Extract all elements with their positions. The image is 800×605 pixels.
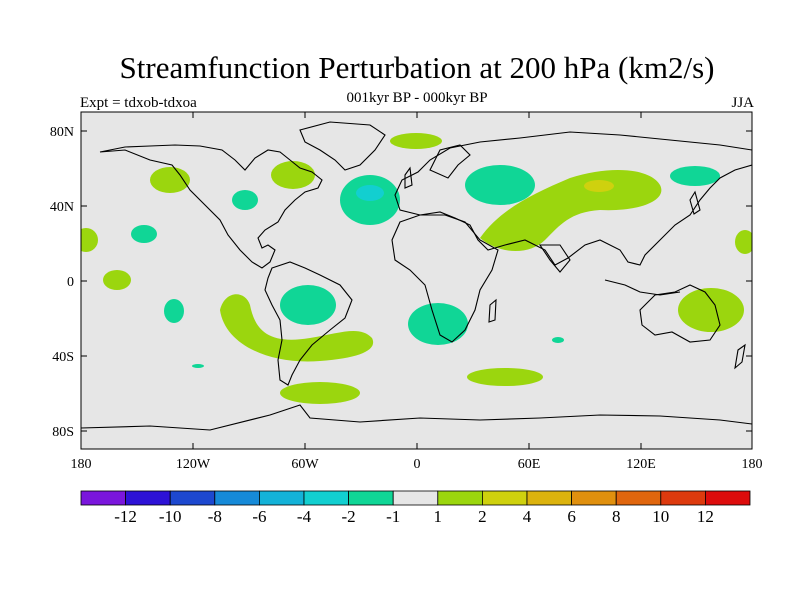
coastline-britain [404, 166, 413, 189]
anomaly-region [192, 364, 204, 368]
anomaly-region [735, 230, 752, 254]
colorbar: -12 -10 -8 -6 -4 -2 -1 1 2 4 6 8 10 12 [80, 490, 751, 526]
anomaly-region [164, 299, 184, 323]
colorbar-label: -8 [208, 507, 222, 526]
map-background [81, 112, 752, 449]
lon-label: 120W [176, 457, 211, 472]
anomaly-region [465, 165, 535, 205]
lat-label: 0 [67, 275, 74, 290]
colorbar-label: -1 [386, 507, 400, 526]
colorbar-swatch [348, 490, 394, 506]
colorbar-swatch [481, 490, 528, 506]
anomaly-region [220, 294, 374, 362]
coastline-north-america [99, 144, 323, 269]
chart-title: Streamfunction Perturbation at 200 hPa (… [119, 50, 715, 85]
lat-label: 40S [52, 350, 74, 365]
colorbar-label: -10 [159, 507, 182, 526]
colorbar-swatch [258, 490, 305, 506]
coastlines [81, 121, 752, 431]
colorbar-swatch [526, 490, 572, 506]
contour-fill-layer [81, 133, 752, 404]
anomaly-region [280, 382, 360, 404]
anomaly-region [467, 368, 543, 386]
colorbar-swatch [214, 490, 260, 506]
anomaly-region [408, 303, 468, 345]
season-label: JJA [731, 95, 754, 111]
coastline-australia [639, 284, 721, 343]
lon-label: 0 [414, 457, 421, 472]
experiment-label: Expt = tdxob-tdxoa [80, 95, 197, 111]
lon-label: 180 [71, 457, 92, 472]
colorbar-swatch [125, 490, 171, 506]
anomaly-region [584, 180, 614, 192]
coastline-greenland [299, 121, 386, 171]
colorbar-swatch [705, 490, 751, 506]
colorbar-label: 4 [523, 507, 532, 526]
colorbar-label: 2 [478, 507, 487, 526]
anomaly-region [131, 225, 157, 243]
anomaly-region [81, 228, 98, 252]
colorbar-label: -4 [297, 507, 312, 526]
coastline-south-america [264, 261, 353, 386]
coastline-indonesia [604, 279, 681, 296]
anomaly-region [390, 133, 442, 149]
anomaly-region [356, 185, 384, 201]
colorbar-swatch [660, 490, 706, 506]
coastline-madagascar [488, 298, 497, 323]
coastline-japan [689, 190, 701, 215]
anomaly-region [678, 288, 744, 332]
chart-subtitle: 001kyr BP - 000kyr BP [346, 90, 488, 106]
colorbar-label: -12 [114, 507, 137, 526]
colorbar-swatch [571, 490, 617, 506]
coastline-india [538, 244, 571, 273]
colorbar-label: 1 [434, 507, 443, 526]
anomaly-region [232, 190, 258, 210]
colorbar-swatch [615, 490, 662, 506]
anomaly-region [271, 161, 315, 189]
coastline-africa [391, 214, 499, 343]
colorbar-swatch [80, 490, 126, 506]
anomaly-region [552, 337, 564, 343]
colorbar-label: -2 [342, 507, 356, 526]
lat-label: 80S [52, 425, 74, 440]
lon-label: 60E [518, 457, 541, 472]
coastline-new-zealand [734, 343, 746, 370]
lon-label: 120E [626, 457, 656, 472]
lon-label: 60W [291, 457, 319, 472]
lat-label: 80N [50, 125, 74, 140]
tick-marks [81, 112, 752, 449]
anomaly-region [280, 285, 336, 325]
lon-label: 180 [742, 457, 763, 472]
anomaly-region [480, 169, 662, 252]
anomaly-region [103, 270, 131, 290]
colorbar-swatch [392, 490, 439, 506]
lat-label: 40N [50, 200, 74, 215]
colorbar-swatch [303, 490, 349, 506]
colorbar-swatch [437, 490, 483, 506]
colorbar-label: 10 [652, 507, 669, 526]
colorbar-label: 8 [612, 507, 621, 526]
colorbar-label: -6 [252, 507, 266, 526]
coastline-eurasia [394, 131, 752, 266]
coastline-antarctica [81, 404, 752, 431]
colorbar-label: 6 [567, 507, 576, 526]
coastline-scandinavia [429, 144, 471, 179]
colorbar-swatch [169, 490, 216, 506]
anomaly-region [670, 166, 720, 186]
anomaly-region [150, 167, 190, 193]
colorbar-label: 12 [697, 507, 714, 526]
